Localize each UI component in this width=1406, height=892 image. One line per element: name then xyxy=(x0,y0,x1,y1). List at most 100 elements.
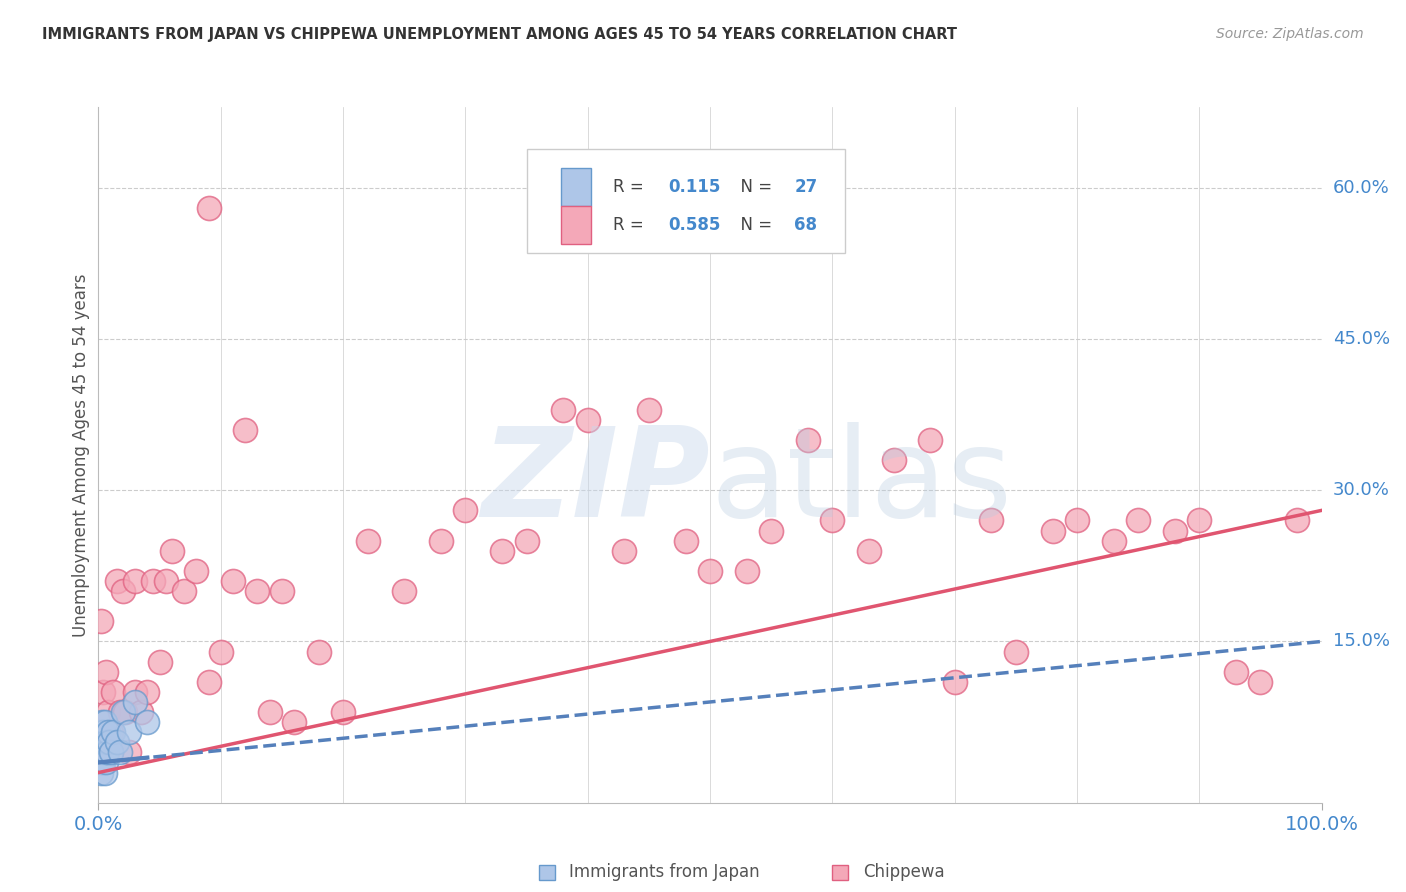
Point xyxy=(699,564,721,578)
Point xyxy=(94,665,117,679)
Point xyxy=(160,543,183,558)
Point xyxy=(89,735,111,749)
Point xyxy=(96,745,118,759)
Point xyxy=(1286,513,1309,527)
Point xyxy=(186,564,208,578)
Point xyxy=(1188,513,1211,527)
Point xyxy=(93,745,115,759)
Point xyxy=(93,745,115,759)
Point xyxy=(91,725,114,739)
Point xyxy=(173,584,195,599)
Point xyxy=(1249,674,1271,689)
Text: ZIP: ZIP xyxy=(481,422,710,543)
Y-axis label: Unemployment Among Ages 45 to 54 years: Unemployment Among Ages 45 to 54 years xyxy=(72,273,90,637)
Point xyxy=(111,705,134,719)
Point xyxy=(97,725,120,739)
Point xyxy=(920,433,942,447)
Point xyxy=(735,564,758,578)
Text: 60.0%: 60.0% xyxy=(1333,178,1389,197)
Point xyxy=(149,655,172,669)
Point xyxy=(93,765,115,780)
Point xyxy=(613,543,636,558)
Point xyxy=(283,715,305,730)
Text: R =: R = xyxy=(613,178,650,196)
Point xyxy=(136,715,159,730)
Point xyxy=(675,533,697,548)
Point xyxy=(1102,533,1125,548)
Point xyxy=(89,756,111,770)
Text: 15.0%: 15.0% xyxy=(1333,632,1389,650)
Point xyxy=(155,574,177,588)
Point xyxy=(100,725,122,739)
Point xyxy=(129,705,152,719)
FancyBboxPatch shape xyxy=(832,864,848,880)
Text: IMMIGRANTS FROM JAPAN VS CHIPPEWA UNEMPLOYMENT AMONG AGES 45 TO 54 YEARS CORRELA: IMMIGRANTS FROM JAPAN VS CHIPPEWA UNEMPL… xyxy=(42,27,957,42)
Point xyxy=(858,543,880,558)
Point xyxy=(89,735,111,749)
Point xyxy=(118,725,141,739)
Point xyxy=(392,584,416,599)
Point xyxy=(821,513,844,527)
Text: Immigrants from Japan: Immigrants from Japan xyxy=(569,863,761,881)
Point xyxy=(124,695,146,709)
Point xyxy=(97,705,120,719)
Point xyxy=(91,756,114,770)
Point xyxy=(197,201,219,215)
Point xyxy=(100,745,122,759)
Text: N =: N = xyxy=(730,178,778,196)
Text: 27: 27 xyxy=(794,178,818,196)
Point xyxy=(118,745,141,759)
Point xyxy=(105,574,128,588)
Point xyxy=(90,745,112,759)
Text: atlas: atlas xyxy=(710,422,1012,543)
Point xyxy=(1164,524,1187,538)
Point xyxy=(90,615,112,629)
Point xyxy=(101,685,124,699)
FancyBboxPatch shape xyxy=(538,864,555,880)
Point xyxy=(100,745,122,759)
Point xyxy=(980,513,1002,527)
Point xyxy=(1066,513,1088,527)
Point xyxy=(105,735,128,749)
Point xyxy=(94,735,117,749)
Point xyxy=(761,524,783,538)
FancyBboxPatch shape xyxy=(561,206,592,244)
Point xyxy=(1042,524,1064,538)
Point xyxy=(91,756,114,770)
Point xyxy=(637,402,661,417)
Point xyxy=(883,453,905,467)
Point xyxy=(943,674,966,689)
Text: 0.115: 0.115 xyxy=(668,178,721,196)
Point xyxy=(515,533,537,548)
FancyBboxPatch shape xyxy=(561,168,592,206)
Point xyxy=(98,735,121,749)
Point xyxy=(553,402,575,417)
Point xyxy=(270,584,294,599)
Text: 45.0%: 45.0% xyxy=(1333,330,1391,348)
FancyBboxPatch shape xyxy=(526,149,845,253)
Text: Chippewa: Chippewa xyxy=(863,863,945,881)
Point xyxy=(90,725,112,739)
Text: 30.0%: 30.0% xyxy=(1333,481,1389,500)
Point xyxy=(124,685,146,699)
Point xyxy=(233,423,256,437)
Point xyxy=(222,574,245,588)
Point xyxy=(90,765,112,780)
Point xyxy=(94,756,117,770)
Point xyxy=(332,705,354,719)
Point xyxy=(797,433,820,447)
Point xyxy=(259,705,281,719)
Point xyxy=(430,533,453,548)
Point xyxy=(91,715,114,730)
Point xyxy=(209,644,232,658)
Text: R =: R = xyxy=(613,217,650,235)
Point xyxy=(91,685,114,699)
Point xyxy=(136,685,159,699)
Point xyxy=(1128,513,1150,527)
Point xyxy=(1225,665,1247,679)
Text: 0.585: 0.585 xyxy=(668,217,721,235)
Point xyxy=(110,705,132,719)
Point xyxy=(101,725,124,739)
Point xyxy=(1004,644,1026,658)
Point xyxy=(96,735,118,749)
